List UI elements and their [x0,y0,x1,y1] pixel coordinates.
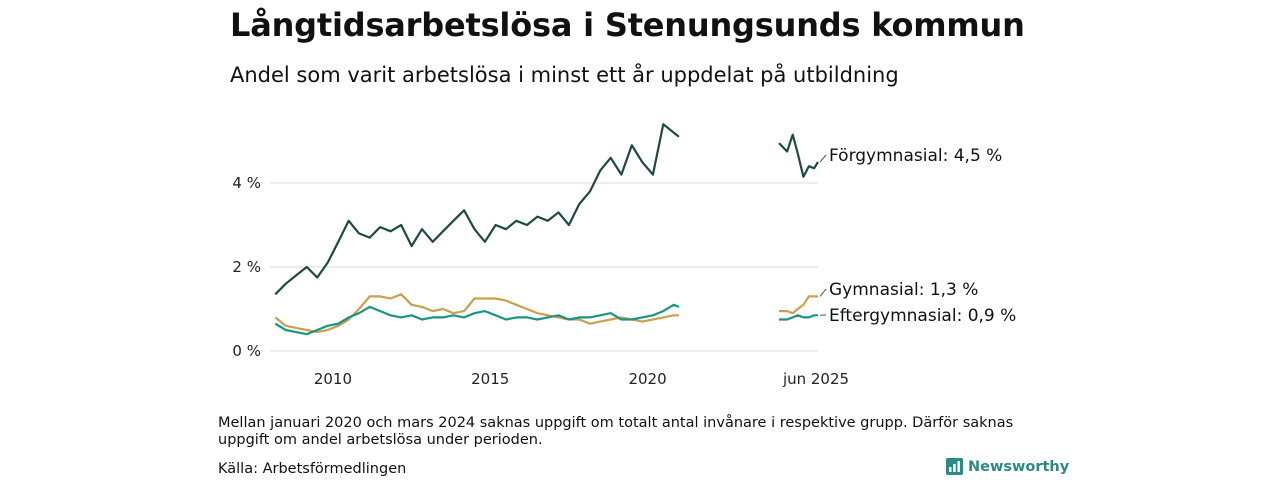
chart-subtitle: Andel som varit arbetslösa i minst ett å… [230,63,899,87]
x-tick-label: 2010 [314,370,352,388]
series-label-förgymnasial: Förgymnasial: 4,5 % [829,146,1002,166]
series-line-gymnasial [274,293,679,334]
label-leader [819,288,827,297]
chart-title: Långtidsarbetslösa i Stenungsunds kommun [230,6,1025,44]
newsworthy-logo[interactable]: Newsworthy [946,458,1069,475]
bar-chart-icon [946,458,963,475]
y-tick-label: 4 % [232,174,261,192]
source-text: Källa: Arbetsförmedlingen [218,461,407,477]
series-line-förgymnasial [778,133,819,178]
label-leader [819,154,827,163]
x-tick-label: 2020 [628,370,666,388]
series-label-eftergymnasial: Eftergymnasial: 0,9 % [829,306,1016,326]
series-labels: Förgymnasial: 4,5 % Gymnasial: 1,3 % Efter… [819,146,1016,326]
y-tick-label: 0 % [232,342,261,360]
x-tick-label: jun 2025 [782,370,849,388]
brand-name: Newsworthy [968,458,1070,475]
series-line-förgymnasial [274,123,680,296]
x-tick-label: 2015 [471,370,509,388]
series-line-eftergymnasial [274,303,680,336]
series-lines [274,123,819,336]
series-label-gymnasial: Gymnasial: 1,3 % [829,280,978,300]
footnote: Mellan januari 2020 och mars 2024 saknas… [218,415,1014,448]
y-tick-label: 2 % [232,258,261,276]
x-axis-labels: 2010 2015 2020 jun 2025 [314,370,849,388]
series-line-gymnasial [779,295,818,315]
grid-lines [270,182,818,352]
line-chart: 0 % 2 % 4 % 2010 2015 2020 jun 2025 Förgymnas… [232,123,1016,388]
series-line-eftergymnasial [779,314,818,321]
y-axis-labels: 0 % 2 % 4 % [232,174,261,360]
